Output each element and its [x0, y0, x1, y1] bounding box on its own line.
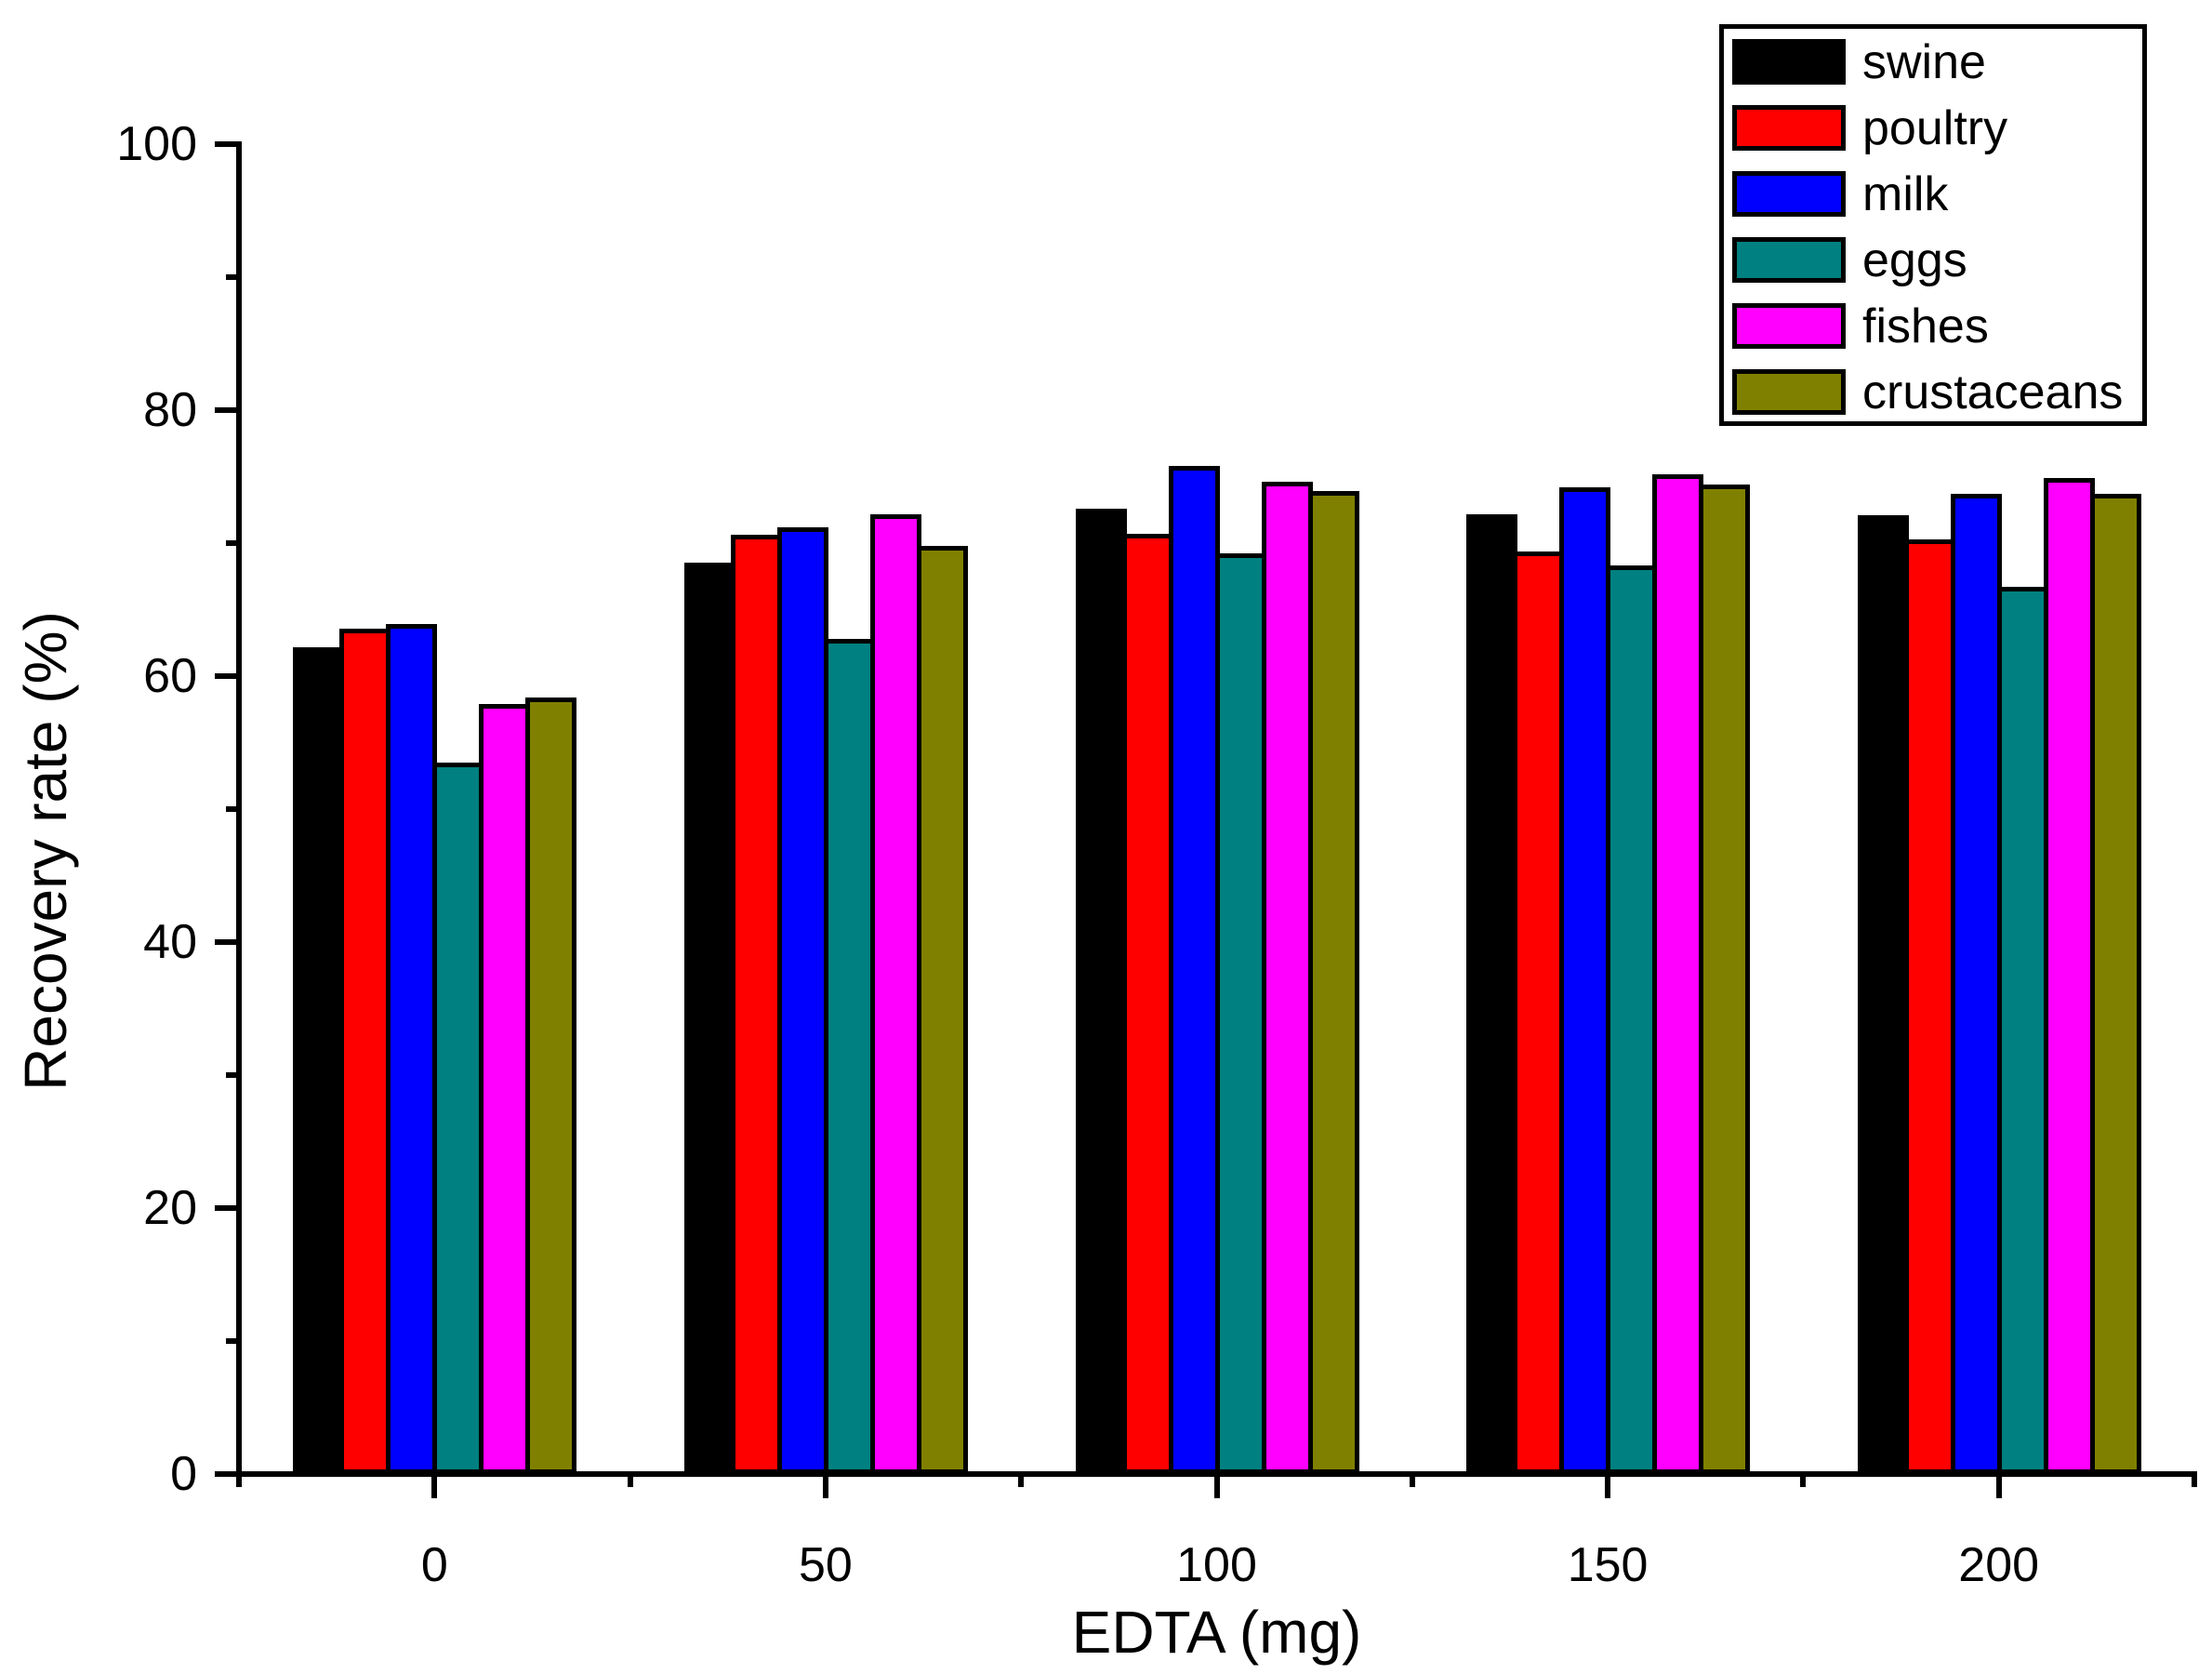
legend-label-poultry: poultry [1862, 100, 2008, 155]
legend: swine poultry milk eggs fishes crustaceans [1719, 24, 2147, 426]
bar-fishes-50 [869, 513, 921, 1474]
y-axis-title: Recovery rate (%) [12, 611, 79, 1091]
bar-eggs-100 [1214, 553, 1266, 1474]
x-tick-label: 100 [1176, 1538, 1257, 1592]
x-major-tick [1605, 1474, 1611, 1498]
bar-poultry-150 [1513, 551, 1565, 1474]
y-tick-label: 40 [143, 915, 197, 969]
bar-swine-100 [1075, 508, 1127, 1474]
legend-row-poultry: poultry [1724, 95, 2140, 161]
x-minor-tick [627, 1474, 633, 1487]
bar-swine-150 [1466, 513, 1518, 1474]
bar-poultry-200 [1903, 538, 1955, 1474]
legend-label-fishes: fishes [1862, 299, 1989, 353]
bar-crustaceans-150 [1699, 485, 1751, 1474]
bar-fishes-0 [479, 704, 531, 1474]
bar-eggs-0 [432, 762, 484, 1474]
bar-milk-100 [1168, 466, 1220, 1474]
x-minor-tick [2192, 1474, 2197, 1487]
bar-eggs-150 [1606, 565, 1658, 1474]
legend-row-milk: milk [1724, 161, 2140, 227]
x-tick-label: 50 [798, 1538, 853, 1592]
legend-swatch-eggs [1732, 237, 1846, 283]
bar-milk-150 [1559, 486, 1611, 1474]
bar-milk-200 [1950, 494, 2002, 1474]
x-minor-tick [236, 1474, 242, 1487]
y-minor-tick [226, 1338, 239, 1344]
legend-label-swine: swine [1862, 34, 1986, 89]
y-major-tick [215, 1205, 239, 1211]
legend-swatch-crustaceans [1732, 369, 1846, 415]
bar-milk-0 [386, 624, 438, 1474]
y-tick-label: 80 [143, 383, 197, 437]
legend-swatch-milk [1732, 171, 1846, 217]
y-major-tick [215, 141, 239, 147]
x-major-tick [1213, 1474, 1220, 1498]
x-major-tick [431, 1474, 438, 1498]
x-minor-tick [1409, 1474, 1415, 1487]
bar-poultry-50 [730, 535, 782, 1474]
legend-row-swine: swine [1724, 29, 2140, 95]
y-tick-label: 0 [170, 1447, 197, 1501]
legend-label-crustaceans: crustaceans [1862, 365, 2124, 419]
y-tick-label: 20 [143, 1181, 197, 1235]
bar-eggs-200 [1996, 587, 2048, 1474]
y-minor-tick [226, 1072, 239, 1078]
bar-crustaceans-100 [1307, 491, 1359, 1474]
x-axis-title: EDTA (mg) [1071, 1599, 1362, 1666]
legend-row-crustaceans: crustaceans [1724, 359, 2140, 425]
bar-swine-200 [1857, 514, 1909, 1474]
y-major-tick [215, 407, 239, 413]
y-tick-label: 100 [116, 117, 197, 171]
bar-fishes-150 [1652, 473, 1704, 1474]
bar-swine-0 [293, 646, 345, 1474]
x-tick-label: 0 [420, 1538, 448, 1592]
y-axis-line [236, 141, 242, 1477]
x-tick-label: 200 [1958, 1538, 2040, 1592]
bar-milk-50 [776, 526, 828, 1474]
legend-label-milk: milk [1862, 166, 1949, 221]
legend-label-eggs: eggs [1862, 232, 1967, 287]
bar-crustaceans-200 [2089, 494, 2141, 1474]
y-major-tick [215, 1471, 239, 1477]
bar-eggs-50 [823, 638, 875, 1474]
legend-row-fishes: fishes [1724, 293, 2140, 359]
legend-swatch-poultry [1732, 105, 1846, 151]
y-tick-label: 60 [143, 649, 197, 703]
bar-poultry-100 [1121, 533, 1173, 1474]
bar-swine-50 [683, 563, 735, 1474]
bar-crustaceans-0 [525, 697, 577, 1474]
y-minor-tick [226, 806, 239, 812]
x-minor-tick [1018, 1474, 1025, 1487]
legend-row-eggs: eggs [1724, 227, 2140, 293]
bar-fishes-100 [1261, 482, 1313, 1474]
y-major-tick [215, 939, 239, 945]
x-tick-label: 150 [1567, 1538, 1649, 1592]
y-minor-tick [226, 540, 239, 546]
legend-swatch-fishes [1732, 303, 1846, 349]
x-minor-tick [1800, 1474, 1807, 1487]
x-major-tick [822, 1474, 828, 1498]
y-minor-tick [226, 274, 239, 280]
bar-fishes-200 [2043, 477, 2095, 1474]
x-major-tick [1995, 1474, 2002, 1498]
bar-poultry-0 [339, 628, 391, 1474]
legend-swatch-swine [1732, 39, 1846, 85]
bar-crustaceans-50 [916, 545, 968, 1474]
y-major-tick [215, 673, 239, 679]
